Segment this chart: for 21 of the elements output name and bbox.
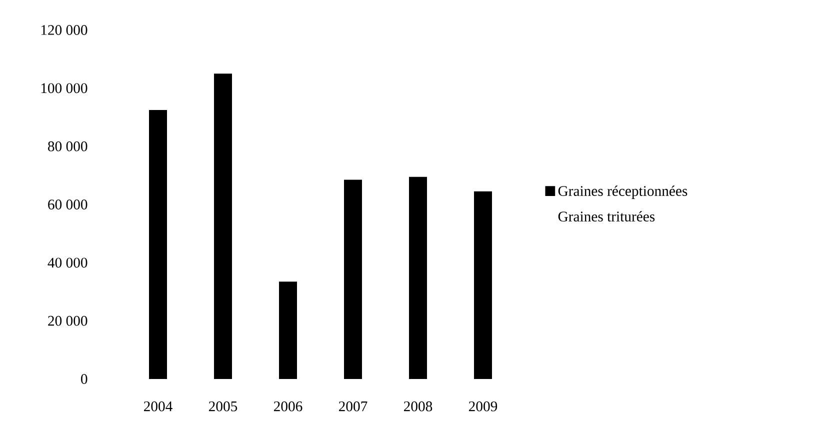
y-tick-label: 20 000 xyxy=(48,316,88,326)
bar xyxy=(278,282,297,379)
y-tick-label: 0 xyxy=(81,374,88,384)
y-tick-label: 80 000 xyxy=(48,141,88,152)
text: Graines triturées xyxy=(558,211,655,222)
bar xyxy=(149,110,167,379)
bar xyxy=(214,74,232,379)
x-tick-label: 2006 xyxy=(274,401,302,412)
y-tick-label: 120 000 xyxy=(41,25,88,35)
bar xyxy=(344,180,362,379)
y-tick-label: 100 000 xyxy=(41,83,88,94)
bar xyxy=(474,191,492,379)
x-tick-label: 2004 xyxy=(144,401,172,412)
x-tick-label: 2005 xyxy=(208,401,238,412)
legend-label: Graines réceptionnées xyxy=(558,186,688,199)
bar xyxy=(408,176,427,379)
y-tick-label: 60 000 xyxy=(48,200,88,210)
x-tick-label: 2007 xyxy=(338,401,368,412)
y-tick-label: 40 000 xyxy=(48,258,88,268)
x-tick-label: 2009 xyxy=(468,401,498,412)
x-tick-label: 2008 xyxy=(404,401,432,412)
